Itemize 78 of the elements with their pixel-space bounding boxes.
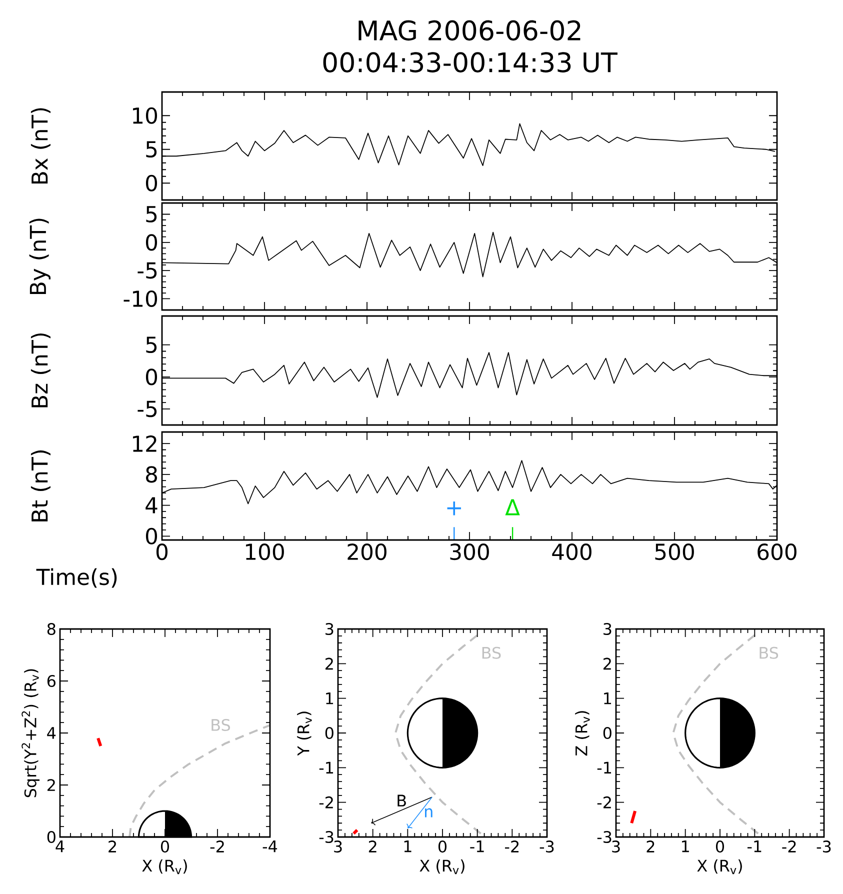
y-axis-title: Sqrt(Y$^{2}$+Z$^{2}$) (R$_{v}$) xyxy=(22,669,40,798)
series-label: BS xyxy=(482,646,501,659)
y-tick-label: 10 xyxy=(132,107,158,124)
y-tick-label: -5 xyxy=(138,400,157,418)
y-tick-label: -5 xyxy=(138,262,157,279)
x-axis-title: X (R$_{v}$) xyxy=(420,859,464,874)
y-tick-label: 5 xyxy=(146,141,157,158)
y-tick-label: 0 xyxy=(146,234,158,251)
ref-line-label: Δ xyxy=(505,499,520,516)
x-tick-label: 300 xyxy=(450,544,489,560)
x-tick-label: 600 xyxy=(758,544,796,560)
x-tick-label: 3 xyxy=(334,840,342,853)
y-tick-label: 4 xyxy=(146,497,158,514)
annotation: n xyxy=(425,808,432,818)
x-tick-label: 4 xyxy=(56,840,64,852)
series-label: BS xyxy=(760,646,778,659)
chart-title: MAG 2006-06-02 xyxy=(358,20,580,41)
y-tick-label: 8 xyxy=(146,466,157,483)
y-tick-label: -1 xyxy=(319,762,334,774)
y-tick-label: 0 xyxy=(146,368,158,386)
x-tick-label: -2 xyxy=(504,840,519,852)
y-tick-label: 1 xyxy=(604,692,612,704)
x-tick-label: 200 xyxy=(348,544,386,560)
y-axis-title: By (nT) xyxy=(29,218,50,294)
x-tick-label: 3 xyxy=(612,840,620,853)
y-tick-label: 2 xyxy=(326,658,333,670)
x-tick-label: 100 xyxy=(246,544,284,560)
y-tick-label: 6 xyxy=(47,674,56,688)
y-tick-label: 12 xyxy=(132,435,156,452)
x-tick-label: -2 xyxy=(210,840,224,852)
y-tick-label: 3 xyxy=(326,622,334,636)
x-tick-label: 1 xyxy=(404,840,412,852)
x-tick-label: 2 xyxy=(108,840,116,852)
y-axis-title: Bt (nT) xyxy=(30,450,50,522)
y-tick-label: 5 xyxy=(146,206,157,222)
y-axis-title: Bz (nT) xyxy=(30,333,50,408)
x-tick-label: -1 xyxy=(748,840,762,852)
y-tick-label: -2 xyxy=(319,796,333,808)
y-tick-label: -2 xyxy=(597,796,611,808)
y-tick-label: 1 xyxy=(326,692,334,704)
x-tick-label: 2 xyxy=(368,840,376,852)
y-tick-label: 8 xyxy=(47,622,56,636)
x-tick-label: 2 xyxy=(646,840,654,852)
y-tick-label: -1 xyxy=(597,762,612,774)
y-tick-label: -10 xyxy=(124,290,158,308)
x-tick-label: -3 xyxy=(816,840,831,853)
y-tick-label: 5 xyxy=(146,336,157,353)
x-tick-label: 0 xyxy=(716,840,724,853)
y-tick-label: 3 xyxy=(604,622,612,636)
chart-subtitle: 00:04:33-00:14:33 UT xyxy=(323,52,618,72)
y-tick-label: -3 xyxy=(597,830,612,844)
y-axis-title: Z (R$_{v}$) xyxy=(575,711,590,756)
x-tick-label: 0 xyxy=(438,840,447,853)
x-tick-label: 0 xyxy=(160,840,169,853)
x-axis-title: Time(s) xyxy=(36,568,117,588)
y-tick-label: 2 xyxy=(48,779,55,791)
y-tick-label: 4 xyxy=(47,727,56,739)
y-tick-label: 0 xyxy=(47,830,56,844)
y-tick-label: 0 xyxy=(603,726,612,740)
y-tick-label: 2 xyxy=(604,658,611,670)
x-tick-label: 400 xyxy=(552,544,592,560)
series-label: BS xyxy=(212,718,230,732)
x-tick-label: -2 xyxy=(782,840,796,852)
ref-line-label: + xyxy=(447,501,461,516)
y-tick-label: -3 xyxy=(319,830,334,844)
x-tick-label: 500 xyxy=(655,544,694,560)
x-axis-title: X (R$_{v}$) xyxy=(697,859,742,874)
y-axis-title: Y (R$_{v}$) xyxy=(297,712,312,756)
x-tick-label: -3 xyxy=(540,840,554,853)
y-tick-label: 0 xyxy=(146,528,158,544)
x-axis-title: X (R$_{v}$) xyxy=(142,859,187,874)
x-tick-label: -4 xyxy=(262,840,278,852)
y-tick-label: 0 xyxy=(146,174,158,192)
x-tick-label: -1 xyxy=(470,840,484,852)
y-axis-title: Bx (nT) xyxy=(30,108,50,184)
y-tick-label: 0 xyxy=(325,726,334,740)
annotation: B xyxy=(398,794,406,806)
x-tick-label: 1 xyxy=(682,840,689,852)
